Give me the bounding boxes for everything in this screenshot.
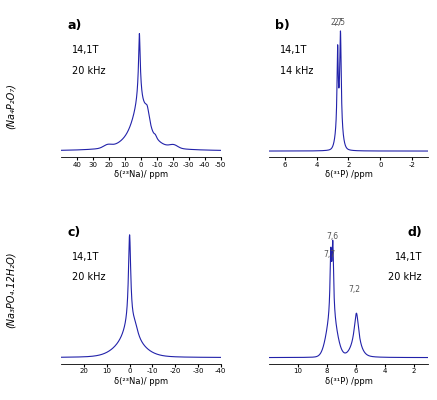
Text: 7,6: 7,6 [326,232,338,240]
Text: 14,1T: 14,1T [73,252,100,262]
Text: 20 kHz: 20 kHz [73,272,106,282]
X-axis label: δ(³¹P) /ppm: δ(³¹P) /ppm [325,170,372,179]
X-axis label: δ(³¹P) /ppm: δ(³¹P) /ppm [325,377,372,386]
Text: 20 kHz: 20 kHz [388,272,422,282]
Text: d): d) [407,226,422,239]
Text: 2,7: 2,7 [330,18,342,27]
Text: 20 kHz: 20 kHz [73,66,106,76]
Text: c): c) [68,226,81,239]
Text: 14 kHz: 14 kHz [280,66,313,76]
Text: b): b) [275,19,290,32]
Text: (Na₄P₂O₇): (Na₄P₂O₇) [6,83,16,129]
Text: 14,1T: 14,1T [395,252,422,262]
Text: 14,1T: 14,1T [280,46,307,56]
Text: a): a) [68,19,82,32]
Text: (Na₃PO₄.12H₂O): (Na₃PO₄.12H₂O) [6,252,16,328]
Text: 7,2: 7,2 [348,285,360,294]
X-axis label: δ(²³Na)/ ppm: δ(²³Na)/ ppm [114,170,168,179]
Text: 7,7: 7,7 [323,250,336,259]
X-axis label: δ(²³Na)/ ppm: δ(²³Na)/ ppm [114,377,168,386]
Text: 14,1T: 14,1T [73,46,100,56]
Text: 2,5: 2,5 [334,18,346,27]
